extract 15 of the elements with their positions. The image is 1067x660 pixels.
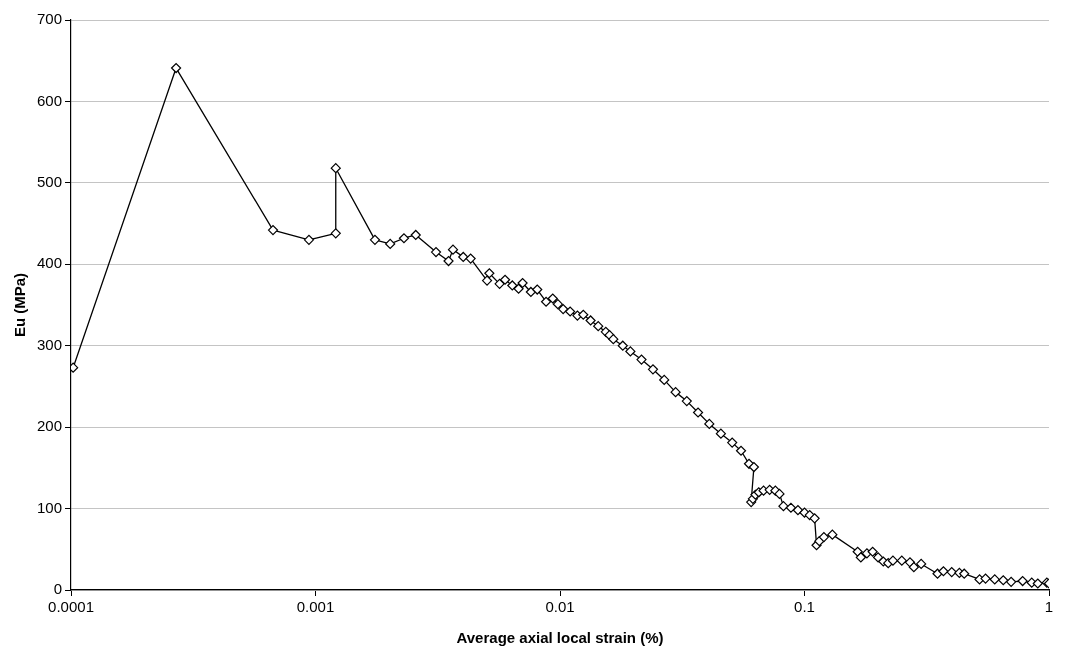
x-tick-label: 0.1 xyxy=(794,598,815,616)
y-tick-label: 500 xyxy=(37,173,63,190)
y-tick-label: 200 xyxy=(37,417,63,435)
y-tick-label: 100 xyxy=(37,498,63,516)
y-tick-label: 600 xyxy=(37,91,63,109)
x-tick-label: 1 xyxy=(1044,598,1054,616)
x-tick-label: 0.01 xyxy=(545,598,575,616)
y-tick-label: 700 xyxy=(37,10,63,28)
y-tick-label: 400 xyxy=(37,254,63,272)
y-tick-label: 300 xyxy=(37,335,63,353)
y-axis-title: Eu (MPa) xyxy=(11,272,29,338)
x-tick-label: 0.001 xyxy=(296,598,335,616)
x-axis-title: Average axial local strain (%) xyxy=(456,629,664,647)
y-tick-label: 0 xyxy=(53,580,63,598)
x-tick-label: 0.0001 xyxy=(48,598,94,616)
